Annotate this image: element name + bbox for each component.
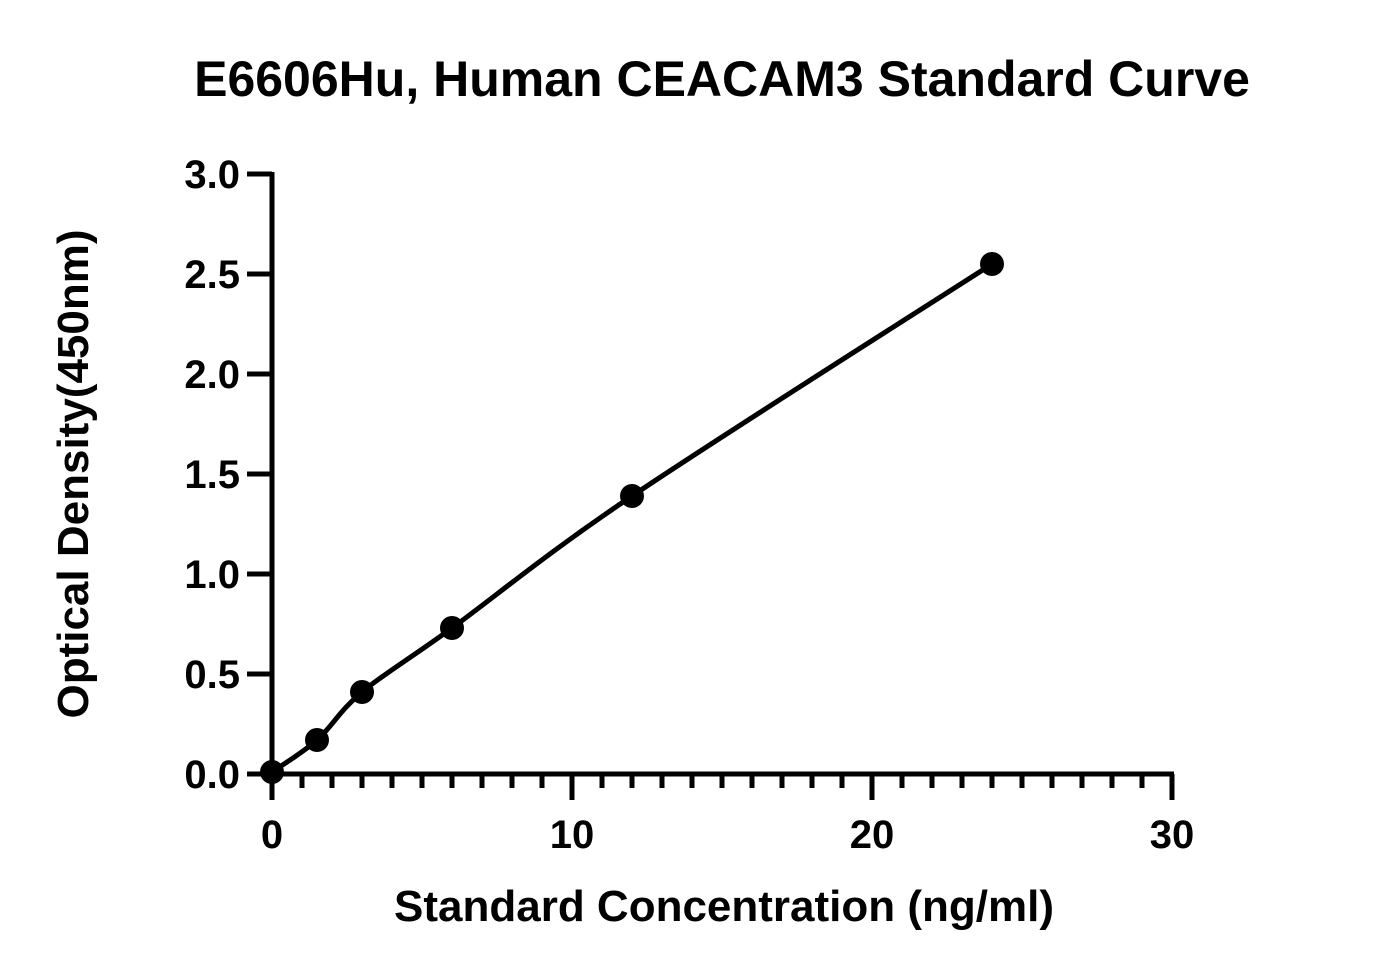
data-point — [980, 252, 1004, 276]
y-tick-label: 2.5 — [184, 253, 240, 297]
axes — [269, 172, 1174, 777]
y-axis-label: Optical Density(450nm) — [49, 229, 98, 718]
data-points — [260, 252, 1004, 784]
data-point — [260, 760, 284, 784]
y-tick-label: 3.0 — [184, 153, 240, 197]
x-tick-label: 20 — [850, 813, 895, 857]
x-tick-label: 10 — [550, 813, 595, 857]
y-ticks: 0.0 0.5 1.0 1.5 2.0 2.5 3.0 — [184, 153, 272, 797]
data-point — [305, 728, 329, 752]
y-tick-label: 2.0 — [184, 353, 240, 397]
y-tick-label: 0.5 — [184, 653, 240, 697]
x-tick-label: 0 — [261, 813, 283, 857]
y-tick-label: 1.0 — [184, 553, 240, 597]
chart-title: E6606Hu, Human CEACAM3 Standard Curve — [194, 51, 1250, 107]
data-point — [620, 484, 644, 508]
y-tick-label: 1.5 — [184, 453, 240, 497]
x-ticks: 0 10 20 30 — [261, 774, 1194, 857]
x-axis-label: Standard Concentration (ng/ml) — [394, 882, 1054, 931]
y-tick-label: 0.0 — [184, 753, 240, 797]
data-point — [350, 680, 374, 704]
data-point — [440, 616, 464, 640]
fit-curve — [269, 261, 995, 775]
x-tick-label: 30 — [1150, 813, 1195, 857]
fit-curve-group — [269, 261, 995, 775]
